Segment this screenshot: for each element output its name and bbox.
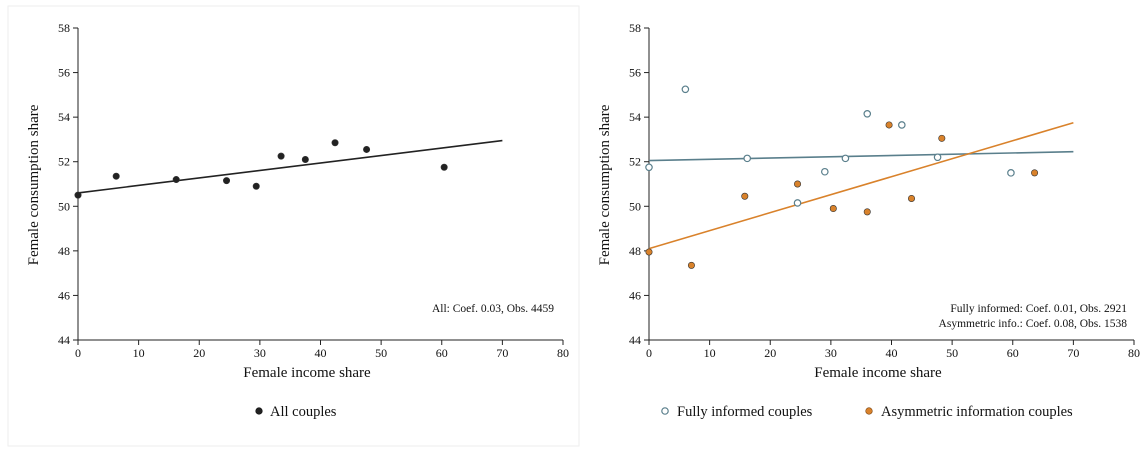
annotation-all: All: Coef. 0.03, Obs. 4459 <box>432 303 554 315</box>
x-tick-label: 50 <box>946 346 958 360</box>
x-tick-label: 70 <box>496 346 508 360</box>
data-point-series-0 <box>253 183 259 189</box>
annotation-asymmetric: Asymmetric info.: Coef. 0.08, Obs. 1538 <box>939 318 1128 330</box>
data-point-series-0 <box>302 156 308 162</box>
x-tick-label: 0 <box>646 346 652 360</box>
x-tick-label: 20 <box>764 346 776 360</box>
data-point-series-0 <box>744 155 750 161</box>
x-tick-label: 30 <box>825 346 837 360</box>
data-point-series-1 <box>886 122 892 128</box>
legend-marker-fully-informed <box>662 408 668 414</box>
x-tick-label: 50 <box>375 346 387 360</box>
x-tick-label: 60 <box>1007 346 1019 360</box>
data-point-series-0 <box>682 86 688 92</box>
y-tick-label: 44 <box>629 333 641 347</box>
x-tick-label: 80 <box>1128 346 1140 360</box>
y-tick-label: 58 <box>629 21 641 35</box>
y-tick-label: 58 <box>58 21 70 35</box>
data-point-series-1 <box>794 181 800 187</box>
y-tick-label: 50 <box>629 199 641 213</box>
data-point-series-0 <box>75 192 81 198</box>
y-tick-label: 54 <box>629 110 641 124</box>
legend-marker-all-couples <box>256 408 263 415</box>
x-tick-label: 0 <box>75 346 81 360</box>
y-tick-label: 56 <box>629 66 641 80</box>
data-point-series-1 <box>830 205 836 211</box>
y-tick-label: 52 <box>629 155 641 169</box>
data-point-series-0 <box>363 146 369 152</box>
y-tick-label: 48 <box>58 244 70 258</box>
y-tick-label: 56 <box>58 66 70 80</box>
data-point-series-0 <box>173 176 179 182</box>
data-point-series-0 <box>1008 170 1014 176</box>
y-tick-label: 46 <box>58 288 70 302</box>
x-tick-label: 10 <box>704 346 716 360</box>
left-chart-panel: 0 10 20 30 40 50 60 70 80 44 46 48 50 52 54 56 58 Female… <box>8 6 579 446</box>
x-tick-label: 60 <box>436 346 448 360</box>
x-tick-label: 70 <box>1067 346 1079 360</box>
x-tick-label: 40 <box>315 346 327 360</box>
data-point-series-1 <box>688 262 694 268</box>
x-tick-label: 10 <box>133 346 145 360</box>
data-point-series-1 <box>646 249 652 255</box>
y-tick-label: 48 <box>629 244 641 258</box>
data-point-series-0 <box>113 173 119 179</box>
data-point-series-1 <box>742 193 748 199</box>
x-axis-title: Female income share <box>243 365 371 381</box>
legend-marker-asymmetric <box>866 408 873 415</box>
y-tick-label: 46 <box>629 288 641 302</box>
data-point-series-0 <box>864 111 870 117</box>
y-axis-title: Female consumption share <box>26 104 42 265</box>
legend-label-fully-informed: Fully informed couples <box>677 404 813 420</box>
y-tick-label: 50 <box>58 199 70 213</box>
y-tick-label: 44 <box>58 333 70 347</box>
y-tick-label: 54 <box>58 110 70 124</box>
x-tick-label: 40 <box>886 346 898 360</box>
data-point-series-0 <box>842 155 848 161</box>
data-point-series-1 <box>939 135 945 141</box>
legend-label-all-couples: All couples <box>270 404 337 420</box>
x-tick-label: 20 <box>193 346 205 360</box>
data-point-series-0 <box>899 122 905 128</box>
data-point-series-1 <box>864 209 870 215</box>
data-point-series-0 <box>934 154 940 160</box>
fit-line-series-0 <box>649 152 1073 161</box>
data-point-series-0 <box>441 164 447 170</box>
y-tick-label: 52 <box>58 155 70 169</box>
x-tick-label: 30 <box>254 346 266 360</box>
x-tick-label: 80 <box>557 346 569 360</box>
data-point-series-1 <box>1031 170 1037 176</box>
y-axis-title: Female consumption share <box>597 104 613 265</box>
legend-label-asymmetric: Asymmetric information couples <box>881 404 1073 420</box>
legend: Fully informed couples Asymmetric inform… <box>662 404 1073 420</box>
data-point-series-0 <box>223 177 229 183</box>
data-point-series-0 <box>646 164 652 170</box>
fit-line-series-1 <box>649 123 1073 249</box>
data-point-series-1 <box>908 195 914 201</box>
data-point-series-0 <box>794 200 800 206</box>
data-point-series-0 <box>332 140 338 146</box>
data-point-series-0 <box>822 169 828 175</box>
annotation-fully-informed: Fully informed: Coef. 0.01, Obs. 2921 <box>950 303 1127 315</box>
data-point-series-0 <box>278 153 284 159</box>
x-axis-title: Female income share <box>814 365 942 381</box>
right-chart-panel: 0 10 20 30 40 50 60 70 80 44 46 48 50 52 54 56 58 Female… <box>597 21 1140 420</box>
